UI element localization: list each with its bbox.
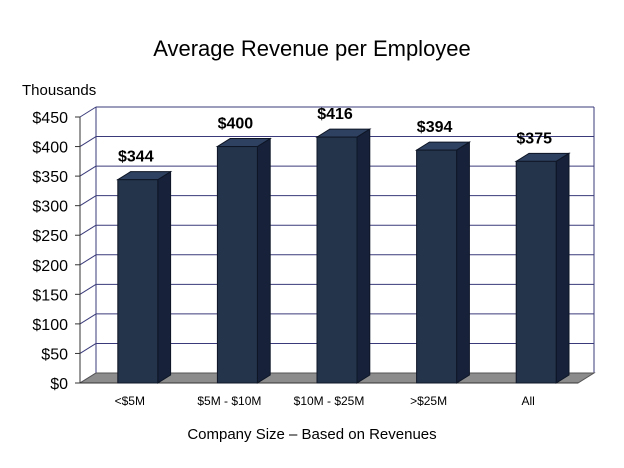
bar <box>515 160 557 384</box>
y-tick-label: $350 <box>32 169 68 186</box>
gridline-side <box>79 195 97 207</box>
data-label: $394 <box>417 119 453 136</box>
x-tick-label: All <box>522 394 535 408</box>
x-tick-label: $5M - $10M <box>197 394 261 408</box>
bar-side <box>157 170 172 384</box>
bar-side <box>555 152 570 384</box>
y-tick-label: $200 <box>32 258 68 275</box>
gridline-side <box>79 254 97 266</box>
gridline-side <box>79 106 97 118</box>
y-tick-label: $300 <box>32 199 68 216</box>
y-unit-label: Thousands <box>22 82 97 99</box>
y-tick-label: $150 <box>32 287 68 304</box>
y-tick-label: $400 <box>32 140 68 157</box>
data-label: $400 <box>218 116 254 133</box>
data-label: $375 <box>516 130 552 147</box>
gridline-side <box>79 283 97 295</box>
gridline-side <box>79 224 97 236</box>
bar <box>316 136 358 384</box>
chart-title: Average Revenue per Employee <box>153 36 471 61</box>
data-label: $416 <box>317 106 353 123</box>
y-tick-label: $450 <box>32 110 68 127</box>
data-label: $344 <box>118 149 154 166</box>
bar-side <box>356 128 371 384</box>
gridline-side <box>79 343 97 354</box>
x-tick-label: >$25M <box>410 394 447 408</box>
x-axis-label: Company Size – Based on Revenues <box>187 426 437 443</box>
x-tick-label: <$5M <box>115 394 145 408</box>
bar-side <box>256 137 271 384</box>
y-tick-label: $250 <box>32 228 68 245</box>
bar-side <box>456 141 470 384</box>
bar <box>216 146 258 384</box>
y-tick-label: $50 <box>41 346 68 363</box>
gridline-side <box>79 313 97 325</box>
y-tick-label: $100 <box>32 317 68 334</box>
gridline-side <box>79 165 97 177</box>
y-tick-label: $0 <box>50 376 68 393</box>
x-tick-label: $10M - $25M <box>294 394 365 408</box>
bar <box>117 179 159 384</box>
gridline-side <box>79 136 97 147</box>
bar <box>416 149 458 384</box>
